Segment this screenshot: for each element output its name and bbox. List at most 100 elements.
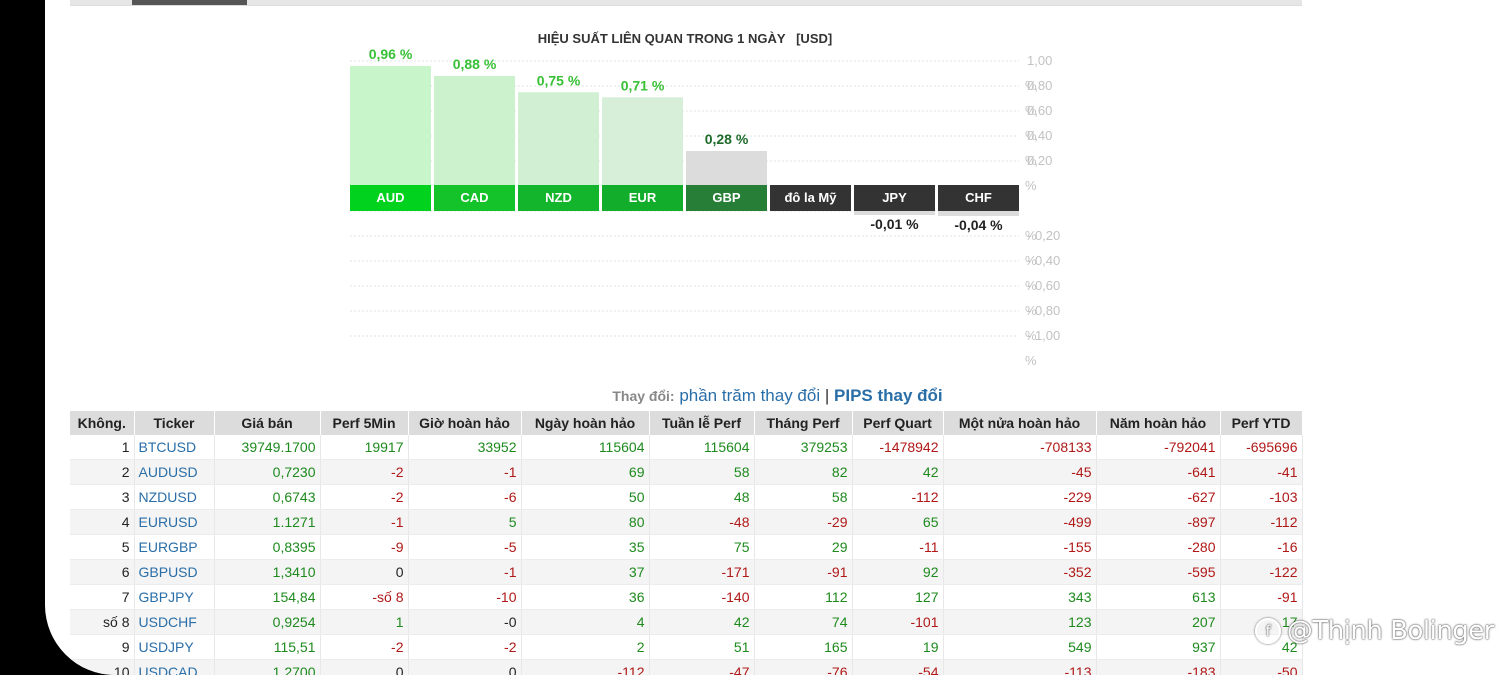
y-tick-label: - 0,60 [1027,278,1060,293]
performance-table-wrap: Không. Ticker Giá bán Perf 5Min Giờ hoàn hảo… [70,411,1303,675]
table-row[interactable]: 4 EURUSD 1.1271 -1 5 80 -48 -29 65 -499 -897 -112 [70,509,1303,535]
column-header[interactable]: Ticker [134,411,215,435]
column-header[interactable]: Perf Quart [852,411,944,435]
perf-cell: 58 [649,459,755,485]
perf-cell: -183 [1096,659,1221,675]
perf-cell: -897 [1096,509,1221,535]
perf-cell: -5 [408,534,522,560]
perf-cell: 74 [754,609,853,635]
perf-cell: -695696 [1220,435,1303,460]
table-header-row: Không. Ticker Giá bán Perf 5Min Giờ hoàn hảo… [70,411,1303,435]
changes-switch: Thay đổi: phần trăm thay đổi | PIPS thay… [45,386,1510,406]
perf-cell: 80 [521,509,650,535]
category-tag [602,185,683,211]
table-row[interactable]: 1 BTCUSD 39749.1700 19917 33952 115604 115604 3… [70,435,1303,460]
watermark: f @Thịnh Bolinger [1254,616,1495,646]
active-tab-indicator[interactable] [132,0,247,5]
row-number: 1 [70,435,135,460]
ticker-link[interactable]: GBPUSD [134,559,215,585]
y-tick-unit: % [1025,153,1037,168]
column-header[interactable]: Tháng Perf [754,411,853,435]
ticker-link[interactable]: EURGBP [134,534,215,560]
ticker-link[interactable]: USDCAD [134,659,215,675]
perf-cell: -499 [943,509,1097,535]
perf-cell: 549 [943,634,1097,660]
value-label: 0,28 % [705,131,749,147]
row-number: 6 [70,559,135,585]
y-tick-label: 1,00 [1027,53,1052,68]
value-label: 0,88 % [453,56,497,72]
column-header[interactable]: Không. [70,411,135,435]
bar-eur[interactable] [602,97,683,185]
bar-chf[interactable] [938,211,1019,216]
table-row[interactable]: 2 AUDUSD 0,7230 -2 -1 69 58 82 42 -45 -641 -41 [70,459,1303,485]
perf-cell: 115604 [649,435,755,460]
price-cell: 1,3410 [214,559,321,585]
perf-cell: -16 [1220,534,1303,560]
column-header[interactable]: Tuần lễ Perf [649,411,755,435]
perf-cell: -2 [320,459,409,485]
category-tag [770,185,851,211]
table-row[interactable]: 6 GBPUSD 1,3410 0 -1 37 -171 -91 92 -352 -595 -122 [70,559,1303,585]
table-body: 1 BTCUSD 39749.1700 19917 33952 115604 115604 3… [70,435,1303,675]
column-header[interactable]: Perf 5Min [320,411,409,435]
perf-cell: 343 [943,584,1097,610]
y-tick-unit: % [1025,103,1037,118]
ticker-link[interactable]: EURUSD [134,509,215,535]
bar-cad[interactable] [434,76,515,185]
row-number: 7 [70,584,135,610]
perf-cell: -48 [649,509,755,535]
value-label: -0,04 % [954,217,1003,233]
column-header[interactable]: Perf YTD [1220,411,1303,435]
bar-jpy[interactable] [854,211,935,215]
perf-cell: 1 [320,609,409,635]
bar-aud[interactable] [350,66,431,185]
table-row[interactable]: 9 USDJPY 115,51 -2 -2 2 51 165 19 549 937 42 [70,634,1303,660]
column-header[interactable]: Giá bán [214,411,321,435]
ticker-link[interactable]: USDJPY [134,634,215,660]
value-label: 0,75 % [537,72,581,88]
perf-cell: -171 [649,559,755,585]
ticker-link[interactable]: BTCUSD [134,435,215,460]
column-header[interactable]: Giờ hoàn hảo [408,411,522,435]
perf-cell: 207 [1096,609,1221,635]
table-row[interactable]: số 8 USDCHF 0,9254 1 -0 4 42 74 -101 123 207 17 [70,609,1303,635]
perf-cell: 35 [521,534,650,560]
table-row[interactable]: 7 GBPJPY 154,84 -số 8 -10 36 -140 112 127 343 613-… [70,584,1303,610]
ticker-link[interactable]: AUDUSD [134,459,215,485]
table-row[interactable]: 3 NZDUSD 0,6743 -2 -6 50 48 58 -112 -229 -627 -103 [70,484,1303,510]
column-header[interactable]: Ngày hoàn hảo [521,411,650,435]
column-header[interactable]: Năm hoàn hảo [1096,411,1221,435]
ticker-link[interactable]: USDCHF [134,609,215,635]
y-axis-ticks: 1,00%0,80%0,60%0,40%0,20%%- 0,20%- 0,40%… [1025,53,1060,368]
pips-change-link[interactable]: PIPS thay đổi [834,386,943,405]
perf-cell: -9 [320,534,409,560]
price-cell: 115,51 [214,634,321,660]
category-label: JPY [882,190,907,205]
perf-cell: -155 [943,534,1097,560]
bar-gbp[interactable] [686,151,767,185]
perf-cell: -112 [852,484,944,510]
perf-cell: -50 [1220,659,1303,675]
row-number: 3 [70,484,135,510]
perf-cell: -2 [408,634,522,660]
perf-cell: 937 [1096,634,1221,660]
ticker-link[interactable]: NZDUSD [134,484,215,510]
changes-separator: | [824,386,830,405]
column-header[interactable]: Một nửa hoàn hảo [943,411,1097,435]
price-cell: 1.1271 [214,509,321,535]
value-label: -0,01 % [870,216,919,232]
table-row[interactable]: 5 EURGBP 0,8395 -9 -5 35 75 29 -11 -155 -280 -16 [70,534,1303,560]
perf-cell: 0 [320,559,409,585]
percent-change-link[interactable]: phần trăm thay đổi [679,386,821,405]
perf-cell: -792041 [1096,435,1221,460]
y-tick-label: - 0,80 [1027,303,1060,318]
ticker-link[interactable]: GBPJPY [134,584,215,610]
bar-nzd[interactable] [518,92,599,185]
table-row[interactable]: 10 USDCAD 1,2700 0 0 -112 -47 -76 -54 -113 -183 -50 [70,659,1303,675]
perf-cell: 69 [521,459,650,485]
perf-cell: -229 [943,484,1097,510]
perf-cell: -11 [852,534,944,560]
perf-cell: 123 [943,609,1097,635]
perf-cell: -0 [408,609,522,635]
